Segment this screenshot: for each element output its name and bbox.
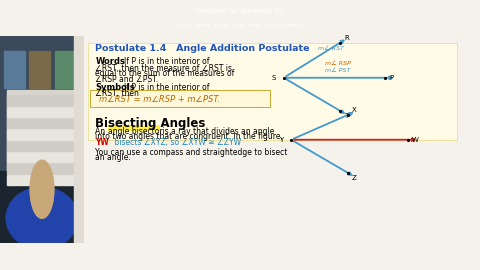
Bar: [7, 175, 77, 185]
Text: Words: Words: [96, 57, 125, 66]
Text: Bisecting Angles: Bisecting Angles: [96, 117, 205, 130]
Text: into two angles that are congruent. In the figure,: into two angles that are congruent. In t…: [96, 132, 283, 141]
Bar: [7, 129, 77, 140]
Text: You can use a compass and straightedge to bisect: You can use a compass and straightedge t…: [96, 148, 288, 157]
Bar: [55, 51, 75, 88]
Text: Postulate 1.4   Angle Addition Postulate: Postulate 1.4 Angle Addition Postulate: [96, 44, 310, 53]
Bar: [7, 90, 77, 185]
Text: T: T: [344, 113, 348, 119]
Bar: [74, 36, 84, 243]
Text: OneNote for Windows 10: OneNote for Windows 10: [196, 8, 284, 14]
Bar: [7, 107, 77, 117]
Text: Symbols: Symbols: [96, 83, 135, 92]
Text: ∠RST, then: ∠RST, then: [96, 89, 139, 97]
Text: ∠RSP and ∠PST.: ∠RSP and ∠PST.: [96, 75, 158, 84]
Circle shape: [30, 160, 54, 218]
Text: m∠RST = m∠RSP + m∠PST.: m∠RST = m∠RSP + m∠PST.: [99, 95, 220, 104]
Bar: [4, 51, 25, 88]
Circle shape: [30, 160, 54, 218]
Text: An: An: [96, 127, 108, 136]
Text: Z: Z: [351, 175, 357, 181]
Text: Home   Insert   Draw   View   Help   Class Notebook: Home Insert Draw View Help Class Noteboo…: [178, 23, 302, 28]
Text: m∠ RST: m∠ RST: [318, 46, 344, 51]
Text: YW: YW: [96, 138, 109, 147]
FancyBboxPatch shape: [88, 43, 457, 140]
Bar: [7, 95, 77, 106]
Text: ∠RST, then the measure of ∠RST is: ∠RST, then the measure of ∠RST is: [96, 64, 232, 73]
Text: an angle.: an angle.: [96, 153, 131, 162]
Text: S: S: [272, 75, 276, 81]
Bar: [0, 171, 84, 243]
Text: equal to the sum of the measures of: equal to the sum of the measures of: [96, 69, 235, 79]
Text: Y: Y: [279, 137, 284, 143]
Bar: [29, 51, 50, 88]
Text: W: W: [412, 137, 419, 143]
FancyBboxPatch shape: [108, 126, 160, 131]
Ellipse shape: [6, 187, 78, 249]
Bar: [0, 36, 84, 171]
Text: If P is in the interior of: If P is in the interior of: [123, 57, 209, 66]
Text: R: R: [344, 35, 349, 40]
Text: is a ray that divides an angle: is a ray that divides an angle: [160, 127, 275, 136]
Text: If P is in the interior of: If P is in the interior of: [123, 83, 209, 92]
Ellipse shape: [6, 187, 78, 249]
Bar: [7, 163, 77, 174]
Text: m∠ RSP: m∠ RSP: [325, 61, 351, 66]
Bar: [7, 118, 77, 128]
Text: angle bisector: angle bisector: [108, 127, 163, 136]
Text: bisects ∠XYZ, so ∠XYW ≅ ∠ZYW: bisects ∠XYZ, so ∠XYW ≅ ∠ZYW: [112, 138, 241, 147]
Text: m∠ PST: m∠ PST: [325, 68, 350, 73]
Bar: [7, 141, 77, 151]
Text: X: X: [351, 107, 356, 113]
FancyBboxPatch shape: [90, 90, 270, 107]
Text: P: P: [389, 75, 393, 81]
Bar: [7, 152, 77, 163]
